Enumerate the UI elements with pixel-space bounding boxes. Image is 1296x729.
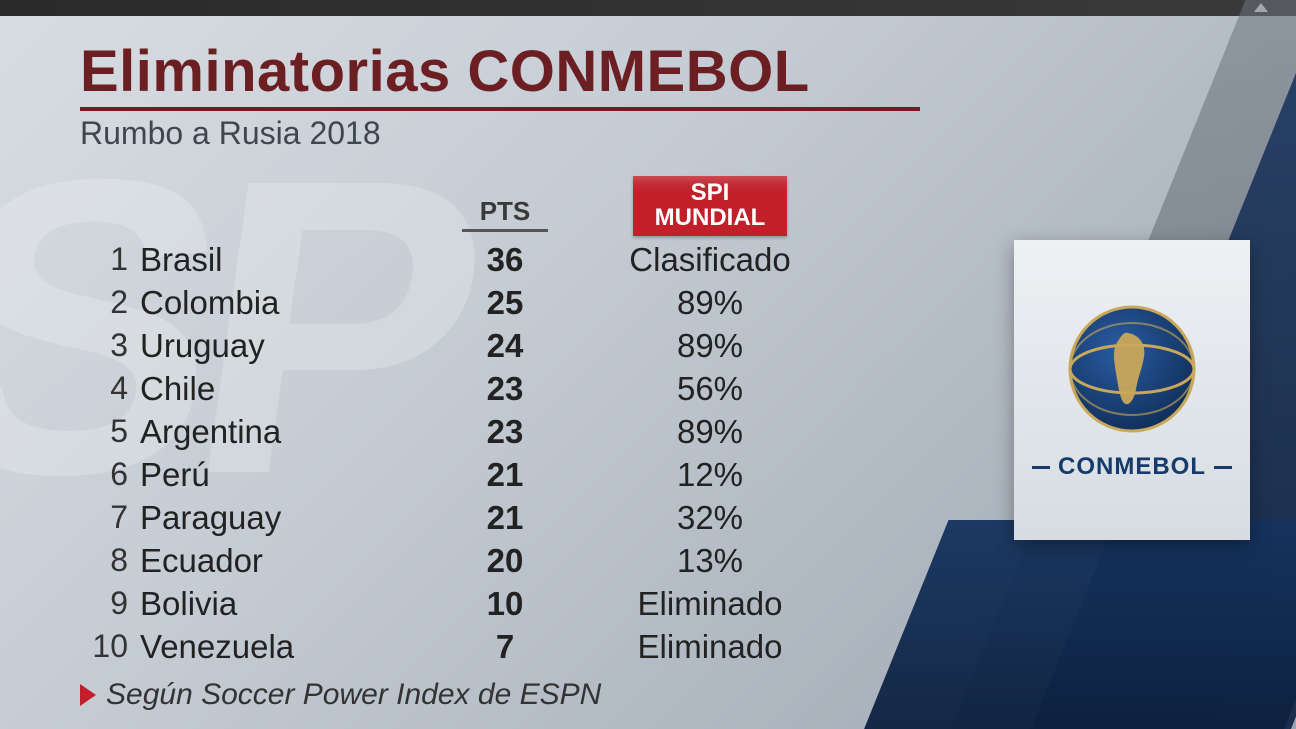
spi-badge: SPI MUNDIAL [633,176,788,236]
cell-rank: 9 [80,585,140,622]
cell-team: Bolivia [140,585,430,623]
table-row: 1Brasil36Clasificado [80,238,940,281]
cell-pts: 25 [430,284,580,322]
cell-pts: 24 [430,327,580,365]
cell-rank: 5 [80,413,140,450]
spi-label-line2: MUNDIAL [655,204,766,231]
right-decor: CONMEBOL [966,0,1296,729]
cell-spi: Eliminado [580,628,840,666]
cell-pts: 21 [430,499,580,537]
cell-team: Brasil [140,241,430,279]
cell-rank: 1 [80,241,140,278]
col-head-spi: SPI MUNDIAL [580,176,840,236]
cell-spi: Eliminado [580,585,840,623]
cell-team: Ecuador [140,542,430,580]
table-row: 10Venezuela7Eliminado [80,625,940,668]
table-row: 5Argentina2389% [80,410,940,453]
cell-team: Argentina [140,413,430,451]
cell-team: Uruguay [140,327,430,365]
pts-label: PTS [462,196,549,232]
cell-rank: 7 [80,499,140,536]
cell-pts: 23 [430,413,580,451]
conmebol-logo-card: CONMEBOL [1014,240,1250,540]
table-row: 2Colombia2589% [80,281,940,324]
cell-pts: 23 [430,370,580,408]
page-subtitle: Rumbo a Rusia 2018 [80,115,940,152]
cell-rank: 4 [80,370,140,407]
cell-spi: 89% [580,413,840,451]
table-row: 9Bolivia10Eliminado [80,582,940,625]
cell-rank: 2 [80,284,140,321]
spi-label-line1: SPI [691,179,730,206]
cell-team: Paraguay [140,499,430,537]
footnote-text: Según Soccer Power Index de ESPN [106,678,601,712]
cell-team: Colombia [140,284,430,322]
cell-spi: 89% [580,284,840,322]
table-row: 4Chile2356% [80,367,940,410]
cell-rank: 3 [80,327,140,364]
cell-pts: 21 [430,456,580,494]
cell-pts: 10 [430,585,580,623]
cell-spi: Clasificado [580,241,840,279]
cell-spi: 56% [580,370,840,408]
logo-label: CONMEBOL [1058,453,1206,481]
table-row: 6Perú2112% [80,453,940,496]
cell-rank: 8 [80,542,140,579]
cell-spi: 12% [580,456,840,494]
footnote: Según Soccer Power Index de ESPN [80,678,940,712]
table-header-row: PTS SPI MUNDIAL [80,170,940,236]
table-row: 8Ecuador2013% [80,539,940,582]
main-panel: Eliminatorias CONMEBOL Rumbo a Rusia 201… [80,38,940,698]
cell-team: Perú [140,456,430,494]
conmebol-logo-text: CONMEBOL [1032,453,1232,481]
page-title: Eliminatorias CONMEBOL [80,38,940,105]
cell-pts: 36 [430,241,580,279]
arrow-right-icon [80,684,96,706]
cell-rank: 10 [80,628,140,665]
standings-table: PTS SPI MUNDIAL 1Brasil36Clasificado2Col… [80,170,940,712]
dash-icon [1214,466,1232,469]
col-head-pts: PTS [430,196,580,236]
cell-team: Chile [140,370,430,408]
table-body: 1Brasil36Clasificado2Colombia2589%3Urugu… [80,238,940,668]
dash-icon [1032,466,1050,469]
table-row: 7Paraguay2132% [80,496,940,539]
cell-spi: 32% [580,499,840,537]
stage: SP [0,0,1296,729]
table-row: 3Uruguay2489% [80,324,940,367]
cell-pts: 7 [430,628,580,666]
title-rule [80,107,920,111]
cell-spi: 89% [580,327,840,365]
cell-spi: 13% [580,542,840,580]
cell-rank: 6 [80,456,140,493]
cell-pts: 20 [430,542,580,580]
conmebol-ball-icon [1062,299,1202,439]
cell-team: Venezuela [140,628,430,666]
